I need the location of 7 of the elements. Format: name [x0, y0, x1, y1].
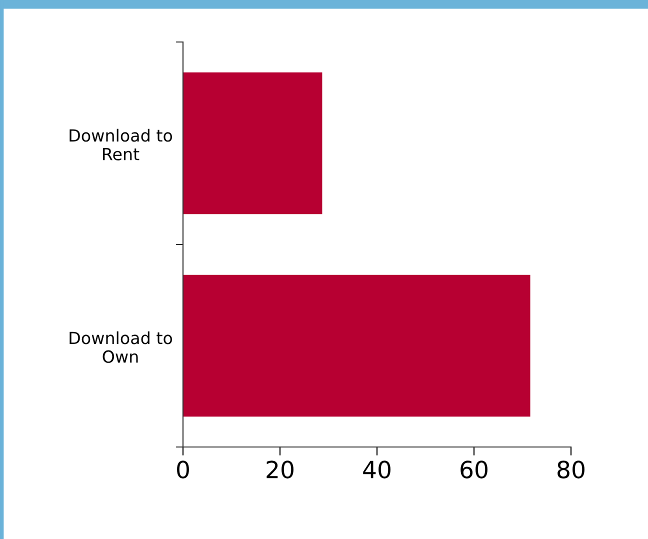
y-tick-label: Download to Own	[70, 331, 172, 363]
x-tick-label: 40	[363, 460, 390, 478]
x-tick-label: 80	[558, 460, 584, 478]
y-tick-label: Download to Rent	[70, 128, 172, 160]
x-tick-label: 0	[177, 460, 189, 478]
x-tick-label: 60	[460, 460, 488, 478]
x-tick-label: 20	[266, 460, 294, 478]
